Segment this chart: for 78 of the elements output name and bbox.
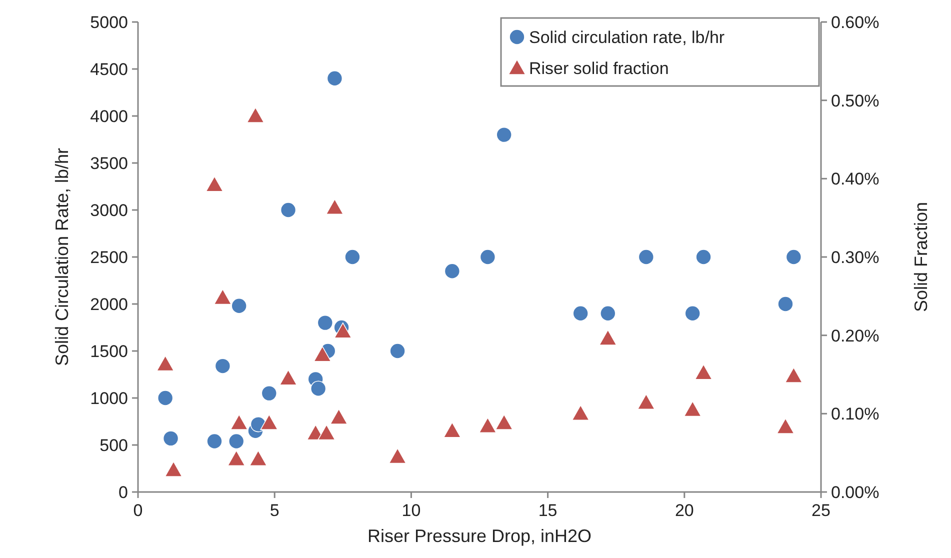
point bbox=[326, 198, 344, 215]
point bbox=[600, 306, 616, 322]
x-axis-title: Riser Pressure Drop, inH2O bbox=[367, 526, 592, 546]
point bbox=[279, 370, 298, 386]
point bbox=[227, 450, 246, 466]
point bbox=[638, 249, 654, 265]
y-tick-label: 500 bbox=[100, 436, 128, 455]
point bbox=[388, 448, 406, 464]
point bbox=[214, 358, 231, 374]
point bbox=[334, 322, 352, 338]
y-tick-label: 2500 bbox=[90, 248, 128, 267]
point bbox=[776, 418, 794, 434]
y-tick-label: 3500 bbox=[90, 154, 128, 173]
y-tick-label: 1500 bbox=[90, 342, 128, 361]
y-tick-label: 0 bbox=[118, 482, 128, 502]
point bbox=[206, 433, 222, 450]
legend-label: Solid circulation rate, lb/hr bbox=[529, 28, 725, 47]
point bbox=[480, 249, 496, 265]
point bbox=[157, 390, 174, 406]
point bbox=[696, 249, 712, 265]
point bbox=[443, 422, 462, 438]
point bbox=[694, 364, 712, 380]
point bbox=[495, 414, 513, 430]
y2-tick-label: 0.00% bbox=[831, 482, 880, 502]
point bbox=[784, 367, 803, 383]
point bbox=[249, 450, 268, 466]
point bbox=[280, 202, 296, 218]
y-tick-label: 4000 bbox=[90, 106, 128, 126]
point bbox=[314, 346, 332, 362]
point bbox=[786, 249, 802, 265]
y-tick-label: 1000 bbox=[90, 388, 128, 408]
x-tick-label: 0 bbox=[133, 501, 143, 520]
y2-tick-label: 0.10% bbox=[831, 404, 880, 424]
legend-label: Riser solid fraction bbox=[529, 58, 669, 78]
point bbox=[310, 380, 326, 396]
x-tick-label: 5 bbox=[270, 501, 280, 520]
y-tick-label: 2000 bbox=[90, 294, 128, 314]
y2-tick-label: 0.40% bbox=[831, 170, 880, 189]
x-tick-label: 15 bbox=[538, 501, 558, 520]
point bbox=[330, 408, 348, 424]
point bbox=[572, 404, 590, 421]
point bbox=[228, 433, 244, 450]
point bbox=[231, 298, 247, 314]
point bbox=[162, 430, 179, 446]
x-tick-label: 20 bbox=[674, 501, 694, 520]
point bbox=[684, 400, 702, 417]
point bbox=[444, 263, 460, 279]
y-axis-title: Solid Circulation Rate, lb/hr bbox=[52, 148, 72, 366]
point bbox=[246, 107, 264, 123]
point bbox=[261, 385, 278, 402]
point bbox=[572, 306, 588, 322]
y2-axis-title: Solid Fraction bbox=[911, 202, 931, 312]
point bbox=[599, 330, 617, 346]
point bbox=[344, 249, 360, 265]
y-tick-label: 3000 bbox=[90, 200, 128, 220]
point bbox=[318, 424, 336, 440]
y-tick-label: 4500 bbox=[90, 60, 128, 79]
x-tick-label: 10 bbox=[402, 501, 421, 520]
y2-tick-label: 0.30% bbox=[831, 248, 880, 267]
point bbox=[206, 176, 224, 192]
point bbox=[390, 343, 406, 359]
point bbox=[156, 355, 174, 372]
point bbox=[214, 288, 232, 305]
x-tick-label: 25 bbox=[812, 501, 830, 520]
y2-tick-label: 0.20% bbox=[831, 326, 880, 346]
point bbox=[260, 414, 278, 430]
point bbox=[778, 296, 794, 312]
point bbox=[496, 126, 512, 143]
point bbox=[478, 417, 497, 434]
y2-tick-label: 0.50% bbox=[831, 91, 880, 110]
point bbox=[684, 306, 700, 322]
point bbox=[230, 414, 248, 430]
y2-tick-label: 0.60% bbox=[831, 12, 880, 32]
point bbox=[637, 394, 656, 410]
point bbox=[317, 314, 334, 331]
point bbox=[326, 70, 343, 86]
point bbox=[164, 461, 182, 477]
y-tick-label: 5000 bbox=[90, 12, 128, 32]
